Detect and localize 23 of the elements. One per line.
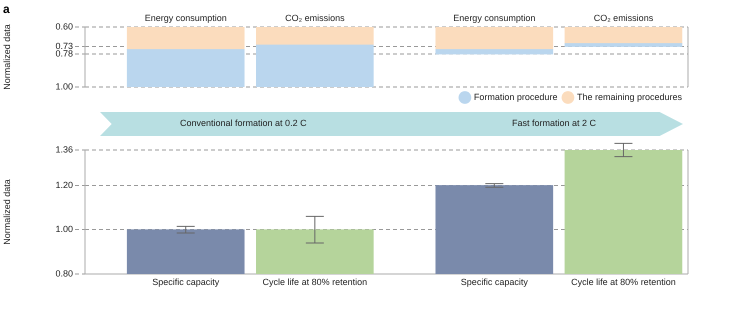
y-tick-label: 0.60: [55, 21, 73, 32]
text: Conventional formation at 0.2 C: [180, 118, 307, 128]
x-tick-label: CO₂ emissions: [594, 13, 654, 24]
legend-label: The remaining procedures: [576, 92, 682, 102]
x-tick-label: Cycle life at 80% retention: [571, 276, 676, 287]
y-tick-label: 0.78: [55, 48, 73, 58]
y-tick-label: 0.73: [55, 40, 73, 51]
x-tick-label: Energy consumption: [144, 13, 227, 24]
y-axis-title: Normalized data: [2, 179, 12, 245]
text: Fast formation at 2 C: [512, 118, 596, 128]
y-axis-title: Normalized data: [2, 24, 12, 90]
y-tick-label: 1.36: [55, 144, 73, 154]
x-tick-label: Specific capacity: [460, 276, 528, 287]
y-tick-label: 1.00: [55, 224, 73, 234]
legend-label: Formation procedure: [474, 92, 558, 102]
y-tick-label: 0.80: [55, 268, 73, 278]
y-tick-label: 1.00: [55, 81, 73, 92]
x-tick-label: Specific capacity: [152, 276, 220, 287]
y-tick-label: 1.20: [55, 180, 73, 190]
x-tick-label: Energy consumption: [453, 13, 536, 24]
text: a: [3, 2, 10, 16]
x-tick-label: CO₂ emissions: [285, 13, 346, 24]
x-tick-label: Cycle life at 80% retention: [262, 276, 368, 287]
